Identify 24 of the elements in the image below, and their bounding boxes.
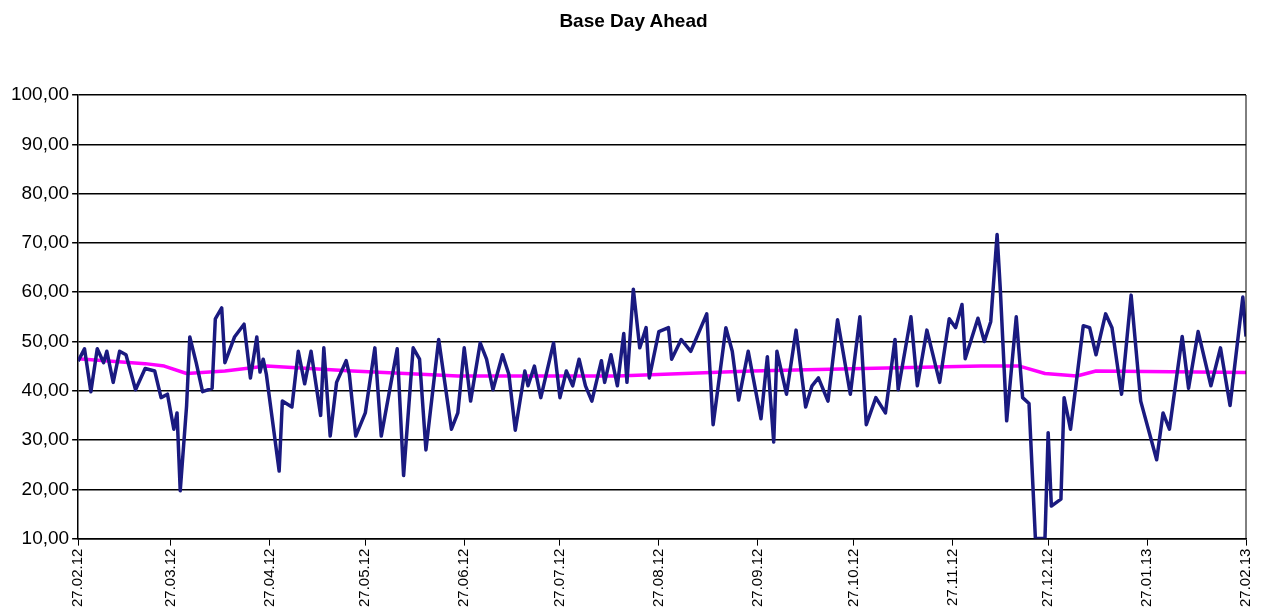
x-tick-label: 27.07.12	[550, 548, 568, 607]
y-tick-label: 30,00	[21, 428, 70, 450]
x-tick-label: 27.06.12	[454, 548, 472, 607]
y-tick-label: 60,00	[21, 280, 70, 302]
x-tick-label: 27.04.12	[259, 548, 277, 607]
y-tick-label: 90,00	[21, 132, 70, 154]
x-tick-label: 27.11.12	[942, 548, 960, 606]
x-tick-label: 27.05.12	[355, 548, 373, 607]
chart-title: Base Day Ahead	[558, 10, 709, 32]
y-tick-label: 10,00	[21, 526, 70, 548]
x-tick-label: 27.09.12	[747, 548, 765, 607]
x-tick-label: 27.01.13	[1137, 548, 1155, 607]
x-tick-label: 27.12.12	[1038, 548, 1056, 607]
x-tick-label: 27.02.12	[68, 548, 86, 607]
y-tick-label: 100,00	[10, 83, 70, 105]
x-tick-label: 27.03.12	[160, 548, 178, 607]
y-tick-label: 40,00	[21, 378, 70, 400]
y-tick-label: 70,00	[21, 231, 70, 253]
y-tick-label: 80,00	[21, 181, 70, 203]
y-tick-label: 50,00	[21, 329, 70, 351]
x-tick-label: 27.10.12	[843, 548, 861, 607]
y-tick-label: 20,00	[21, 477, 70, 499]
x-tick-label: 27.08.12	[649, 548, 667, 607]
x-tick-label: 27.02.13	[1236, 548, 1254, 607]
